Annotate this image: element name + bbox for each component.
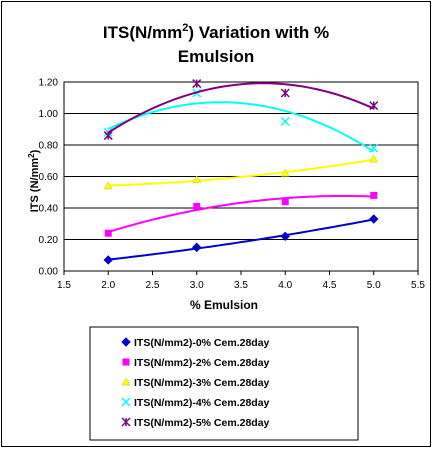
data-point-series-1: [193, 202, 201, 210]
legend-entry: ITS(N/mm2)-0% Cem.28day: [121, 337, 270, 349]
y-tick-label: 0.20: [39, 235, 59, 246]
legend-marker: [121, 397, 131, 407]
data-point-series-2: [192, 175, 202, 183]
legend-label: ITS(N/mm2)-5% Cem.28day: [134, 417, 270, 429]
y-axis-label: ITS (N/mm2): [27, 149, 41, 212]
data-point-series-3: [280, 116, 290, 126]
marker-triangle: [280, 168, 290, 177]
legend-box: [89, 326, 359, 441]
legend-marker: [121, 337, 131, 347]
y-tick-label: 0.00: [39, 267, 59, 278]
legend-entry: ITS(N/mm2)-4% Cem.28day: [121, 397, 270, 409]
legend: ITS(N/mm2)-0% Cem.28day ITS(N/mm2)-2% Cem…: [89, 326, 359, 441]
data-point-series-4: [103, 131, 113, 141]
data-point-series-0: [103, 255, 113, 265]
marker-triangle: [103, 181, 113, 190]
marker-diamond: [280, 231, 290, 242]
y-tick-label: 1.20: [39, 78, 59, 89]
marker-square: [193, 202, 201, 210]
legend-label: ITS(N/mm2)-4% Cem.28day: [134, 397, 270, 409]
marker-triangle: [121, 377, 131, 386]
marker-diamond: [369, 214, 379, 224]
legend-entry: ITS(N/mm2)-5% Cem.28day: [121, 417, 270, 429]
x-tick-label: 4.5: [323, 280, 337, 291]
data-point-series-0: [280, 231, 290, 242]
x-tick-label: 5.5: [411, 280, 425, 291]
marker-x-stroke: [121, 397, 131, 407]
marker-diamond: [192, 242, 202, 253]
marker-square: [104, 229, 112, 237]
chart-title-line1: ITS(N/mm2) Variation with %: [103, 22, 329, 42]
x-tick-label: 4.0: [278, 280, 292, 291]
legend-label: ITS(N/mm2)-0% Cem.28day: [134, 337, 270, 349]
x-tick-label: 3.0: [190, 280, 204, 291]
data-point-series-3: [369, 143, 379, 153]
x-axis-label: % Emulsion: [190, 298, 258, 312]
legend-marker: [122, 358, 130, 366]
legend-label: ITS(N/mm2)-2% Cem.28day: [134, 357, 270, 369]
x-tick-label: 3.5: [234, 280, 248, 291]
legend-marker: [121, 417, 131, 427]
trendline-series-0: [108, 218, 374, 261]
data-point-series-2: [103, 181, 113, 190]
marker-x-stroke: [369, 143, 379, 153]
data-point-series-0: [369, 214, 379, 224]
x-tick-label: 2.0: [101, 280, 115, 291]
legend-entry: ITS(N/mm2)-2% Cem.28day: [122, 357, 270, 369]
y-tick-label: 0.80: [39, 141, 59, 152]
marker-triangle: [369, 154, 379, 163]
marker-square: [122, 358, 130, 366]
legend-label: ITS(N/mm2)-3% Cem.28day: [134, 377, 270, 389]
trendline-series-1: [107, 194, 374, 233]
y-tick-label: 1.00: [39, 109, 59, 120]
y-tick-label: 0.60: [39, 172, 59, 183]
data-point-series-2: [280, 168, 290, 177]
marker-triangle: [192, 175, 202, 183]
marker-square: [281, 198, 289, 206]
legend-marker: [121, 377, 131, 386]
trendline-series-2: [108, 158, 374, 187]
data-point-series-4: [369, 101, 379, 111]
data-point-series-1: [104, 229, 112, 237]
y-tick-label: 0.40: [39, 204, 59, 215]
trendline-series-3: [107, 101, 375, 153]
data-point-series-1: [370, 191, 378, 199]
data-point-series-4: [192, 79, 202, 89]
data-point-series-1: [281, 198, 289, 206]
data-point-series-2: [369, 154, 379, 163]
trendline-series-4: [107, 82, 375, 134]
data-point-series-0: [192, 242, 202, 253]
plot-area: 0.00 0.20 0.40 0.60 0.80 1.00 1.20 1.5 2.0 2.5 3.0…: [39, 78, 426, 292]
x-tick-label: 5.0: [367, 280, 381, 291]
marker-diamond: [121, 337, 131, 347]
x-tick-label: 2.5: [146, 280, 160, 291]
x-tick-label: 1.5: [57, 280, 71, 291]
marker-diamond: [103, 255, 113, 265]
data-point-series-4: [280, 88, 290, 98]
marker-square: [370, 191, 378, 199]
legend-entry: ITS(N/mm2)-3% Cem.28day: [121, 377, 270, 389]
marker-x-stroke: [280, 116, 290, 126]
chart-title-line2: Emulsion: [178, 47, 255, 66]
